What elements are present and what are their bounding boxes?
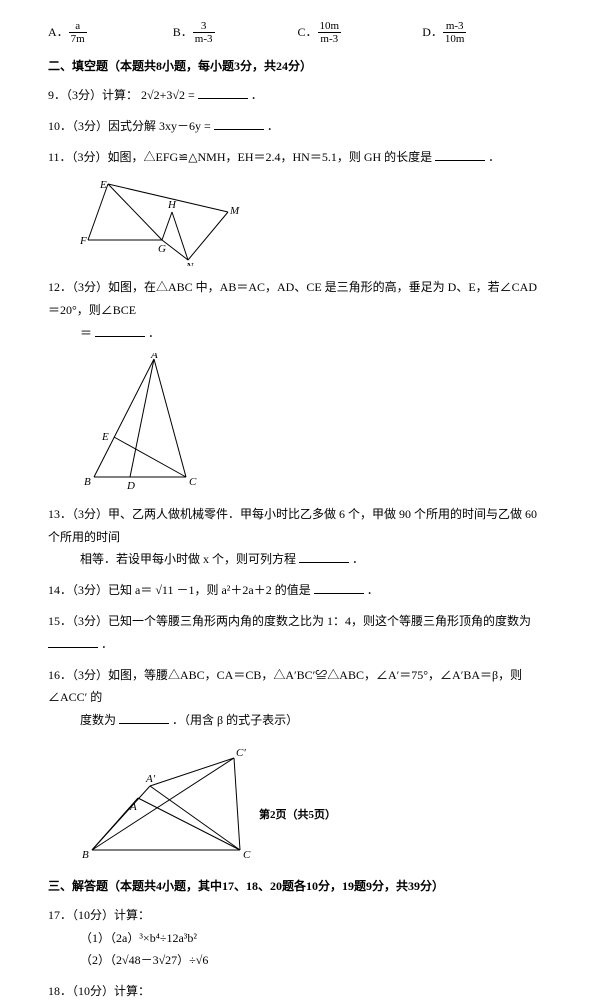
question-10: 10．（3分）因式分解 3xy－6y = ． <box>48 115 547 138</box>
option-a-den: 7m <box>69 33 87 45</box>
q12-suffix: ． <box>148 326 160 340</box>
q14-prefix: 14．（3分）已知 a＝ <box>48 583 152 597</box>
q9-expr: 2√2+3√2 <box>141 88 185 102</box>
question-9: 9．（3分）计算： 2√2+3√2 = ． <box>48 84 547 107</box>
svg-text:M: M <box>229 205 240 217</box>
page-footer: 第2页（共5页） <box>0 805 595 826</box>
option-c: C． 10m m-3 <box>298 20 423 45</box>
option-a-label: A． <box>48 21 69 44</box>
q16-blank <box>119 712 169 724</box>
q15-suffix: ． <box>101 637 113 651</box>
options-row: A． a 7m B． 3 m-3 C． 10m m-3 D． m-3 10m <box>48 20 547 45</box>
q15-blank <box>48 636 98 648</box>
option-c-num: 10m <box>318 20 342 33</box>
question-17: 17．（10分）计算： （1）（2a）³×b⁴÷12a³b² （2）（2√48－… <box>48 904 547 972</box>
question-11: 11．（3分）如图，△EFG≌△NMH，EH＝2.4，HN＝5.1，则 GH 的… <box>48 146 547 169</box>
question-16: 16．（3分）如图，等腰△ABC，CA＝CB，△A′BC′≌△ABC，∠A′＝7… <box>48 664 547 732</box>
q17-p2: （2）（2√48－3√27）÷√6 <box>48 949 547 972</box>
q17-p1: （1）（2a）³×b⁴÷12a³b² <box>48 927 547 950</box>
option-a-frac: a 7m <box>69 20 87 45</box>
q16-line1: 16．（3分）如图，等腰△ABC，CA＝CB，△A′BC′≌△ABC，∠A′＝7… <box>48 664 547 710</box>
svg-text:F: F <box>80 235 87 247</box>
q13-line1: 13．（3分）甲、乙两人做机械零件．甲每小时比乙多做 6 个，甲做 90 个所用… <box>48 503 547 549</box>
svg-text:G: G <box>158 243 166 255</box>
option-b-num: 3 <box>193 20 215 33</box>
option-b-label: B． <box>173 21 193 44</box>
question-13: 13．（3分）甲、乙两人做机械零件．甲每小时比乙多做 6 个，甲做 90 个所用… <box>48 503 547 571</box>
section-3-title: 三、解答题（本题共4小题，其中17、18、20题各10分，19题9分，共39分） <box>48 875 547 898</box>
section-2-title: 二、填空题（本题共8小题，每小题3分，共24分） <box>48 55 547 78</box>
q9-prefix: 9．（3分）计算： <box>48 88 138 102</box>
q13-blank <box>299 551 349 563</box>
figure-12: A B D C E <box>80 353 547 493</box>
svg-text:E: E <box>99 179 107 191</box>
option-c-den: m-3 <box>318 33 342 45</box>
question-15: 15．（3分）已知一个等腰三角形两内角的度数之比为 1：4，则这个等腰三角形顶角… <box>48 610 547 656</box>
q17-head: 17．（10分）计算： <box>48 904 547 927</box>
q12-line1: 12．（3分）如图，在△ABC 中，AB＝AC，AD、CE 是三角形的高，垂足为… <box>48 276 547 322</box>
option-c-frac: 10m m-3 <box>318 20 342 45</box>
q11-text: 11．（3分）如图，△EFG≌△NMH，EH＝2.4，HN＝5.1，则 GH 的… <box>48 150 432 164</box>
q10-prefix: 10．（3分）因式分解 <box>48 119 159 133</box>
q15-text: 15．（3分）已知一个等腰三角形两内角的度数之比为 1：4，则这个等腰三角形顶角… <box>48 614 531 628</box>
q12-line2: ＝ <box>80 326 92 340</box>
q14-blank <box>314 582 364 594</box>
q13-suffix: ． <box>352 552 364 566</box>
figure-11: E H M F G N <box>80 176 547 266</box>
q10-blank <box>214 118 264 130</box>
svg-text:A: A <box>150 353 158 361</box>
question-18: 18．（10分）计算： <box>48 980 547 1003</box>
q9-suffix: ． <box>251 88 263 102</box>
option-d: D． m-3 10m <box>422 20 547 45</box>
svg-text:E: E <box>101 431 109 443</box>
option-b-den: m-3 <box>193 33 215 45</box>
svg-text:B: B <box>82 849 89 861</box>
q16-line2: 度数为 <box>80 713 116 727</box>
q16-line3: ．（用含 β 的式子表示） <box>172 713 298 727</box>
q9-blank <box>198 87 248 99</box>
svg-text:D: D <box>126 480 135 492</box>
q14-mid: －1，则 a²＋2a＋2 的值是 <box>176 583 310 597</box>
option-d-frac: m-3 10m <box>443 20 467 45</box>
q10-suffix: ． <box>267 119 279 133</box>
option-d-den: 10m <box>443 33 467 45</box>
svg-text:A′: A′ <box>145 773 156 785</box>
q13-line2: 相等．若设甲每小时做 x 个，则可列方程 <box>80 552 296 566</box>
svg-text:N: N <box>185 261 194 266</box>
svg-text:C′: C′ <box>236 747 246 759</box>
option-d-label: D． <box>422 21 443 44</box>
q18-head: 18．（10分）计算： <box>48 980 547 1003</box>
figure-16-svg: BCAA′C′ <box>80 740 270 865</box>
figure-11-svg: E H M F G N <box>80 176 240 266</box>
question-12: 12．（3分）如图，在△ABC 中，AB＝AC，AD、CE 是三角形的高，垂足为… <box>48 276 547 344</box>
option-b-frac: 3 m-3 <box>193 20 215 45</box>
option-a-num: a <box>69 20 87 33</box>
option-b: B． 3 m-3 <box>173 20 298 45</box>
q10-eq: = <box>204 119 211 133</box>
q10-expr: 3xy－6y <box>159 119 201 133</box>
q11-suffix: ． <box>488 150 500 164</box>
q14-root: √11 <box>155 583 173 597</box>
option-a: A． a 7m <box>48 20 173 45</box>
figure-16: BCAA′C′ <box>80 740 547 865</box>
q12-blank <box>95 325 145 337</box>
figure-12-svg: A B D C E <box>80 353 220 493</box>
option-c-label: C． <box>298 21 318 44</box>
svg-text:C: C <box>243 849 251 861</box>
svg-text:H: H <box>167 199 177 211</box>
svg-text:C: C <box>189 476 197 488</box>
q11-blank <box>435 149 485 161</box>
q14-suffix: ． <box>367 583 379 597</box>
svg-text:B: B <box>84 476 91 488</box>
option-d-num: m-3 <box>443 20 467 33</box>
question-14: 14．（3分）已知 a＝ √11 －1，则 a²＋2a＋2 的值是 ． <box>48 579 547 602</box>
q9-eq: = <box>188 88 195 102</box>
